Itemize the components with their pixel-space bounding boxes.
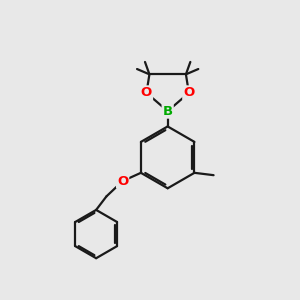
Text: O: O [117, 175, 128, 188]
Text: O: O [141, 86, 152, 99]
Text: O: O [183, 86, 194, 99]
Text: B: B [163, 105, 173, 118]
